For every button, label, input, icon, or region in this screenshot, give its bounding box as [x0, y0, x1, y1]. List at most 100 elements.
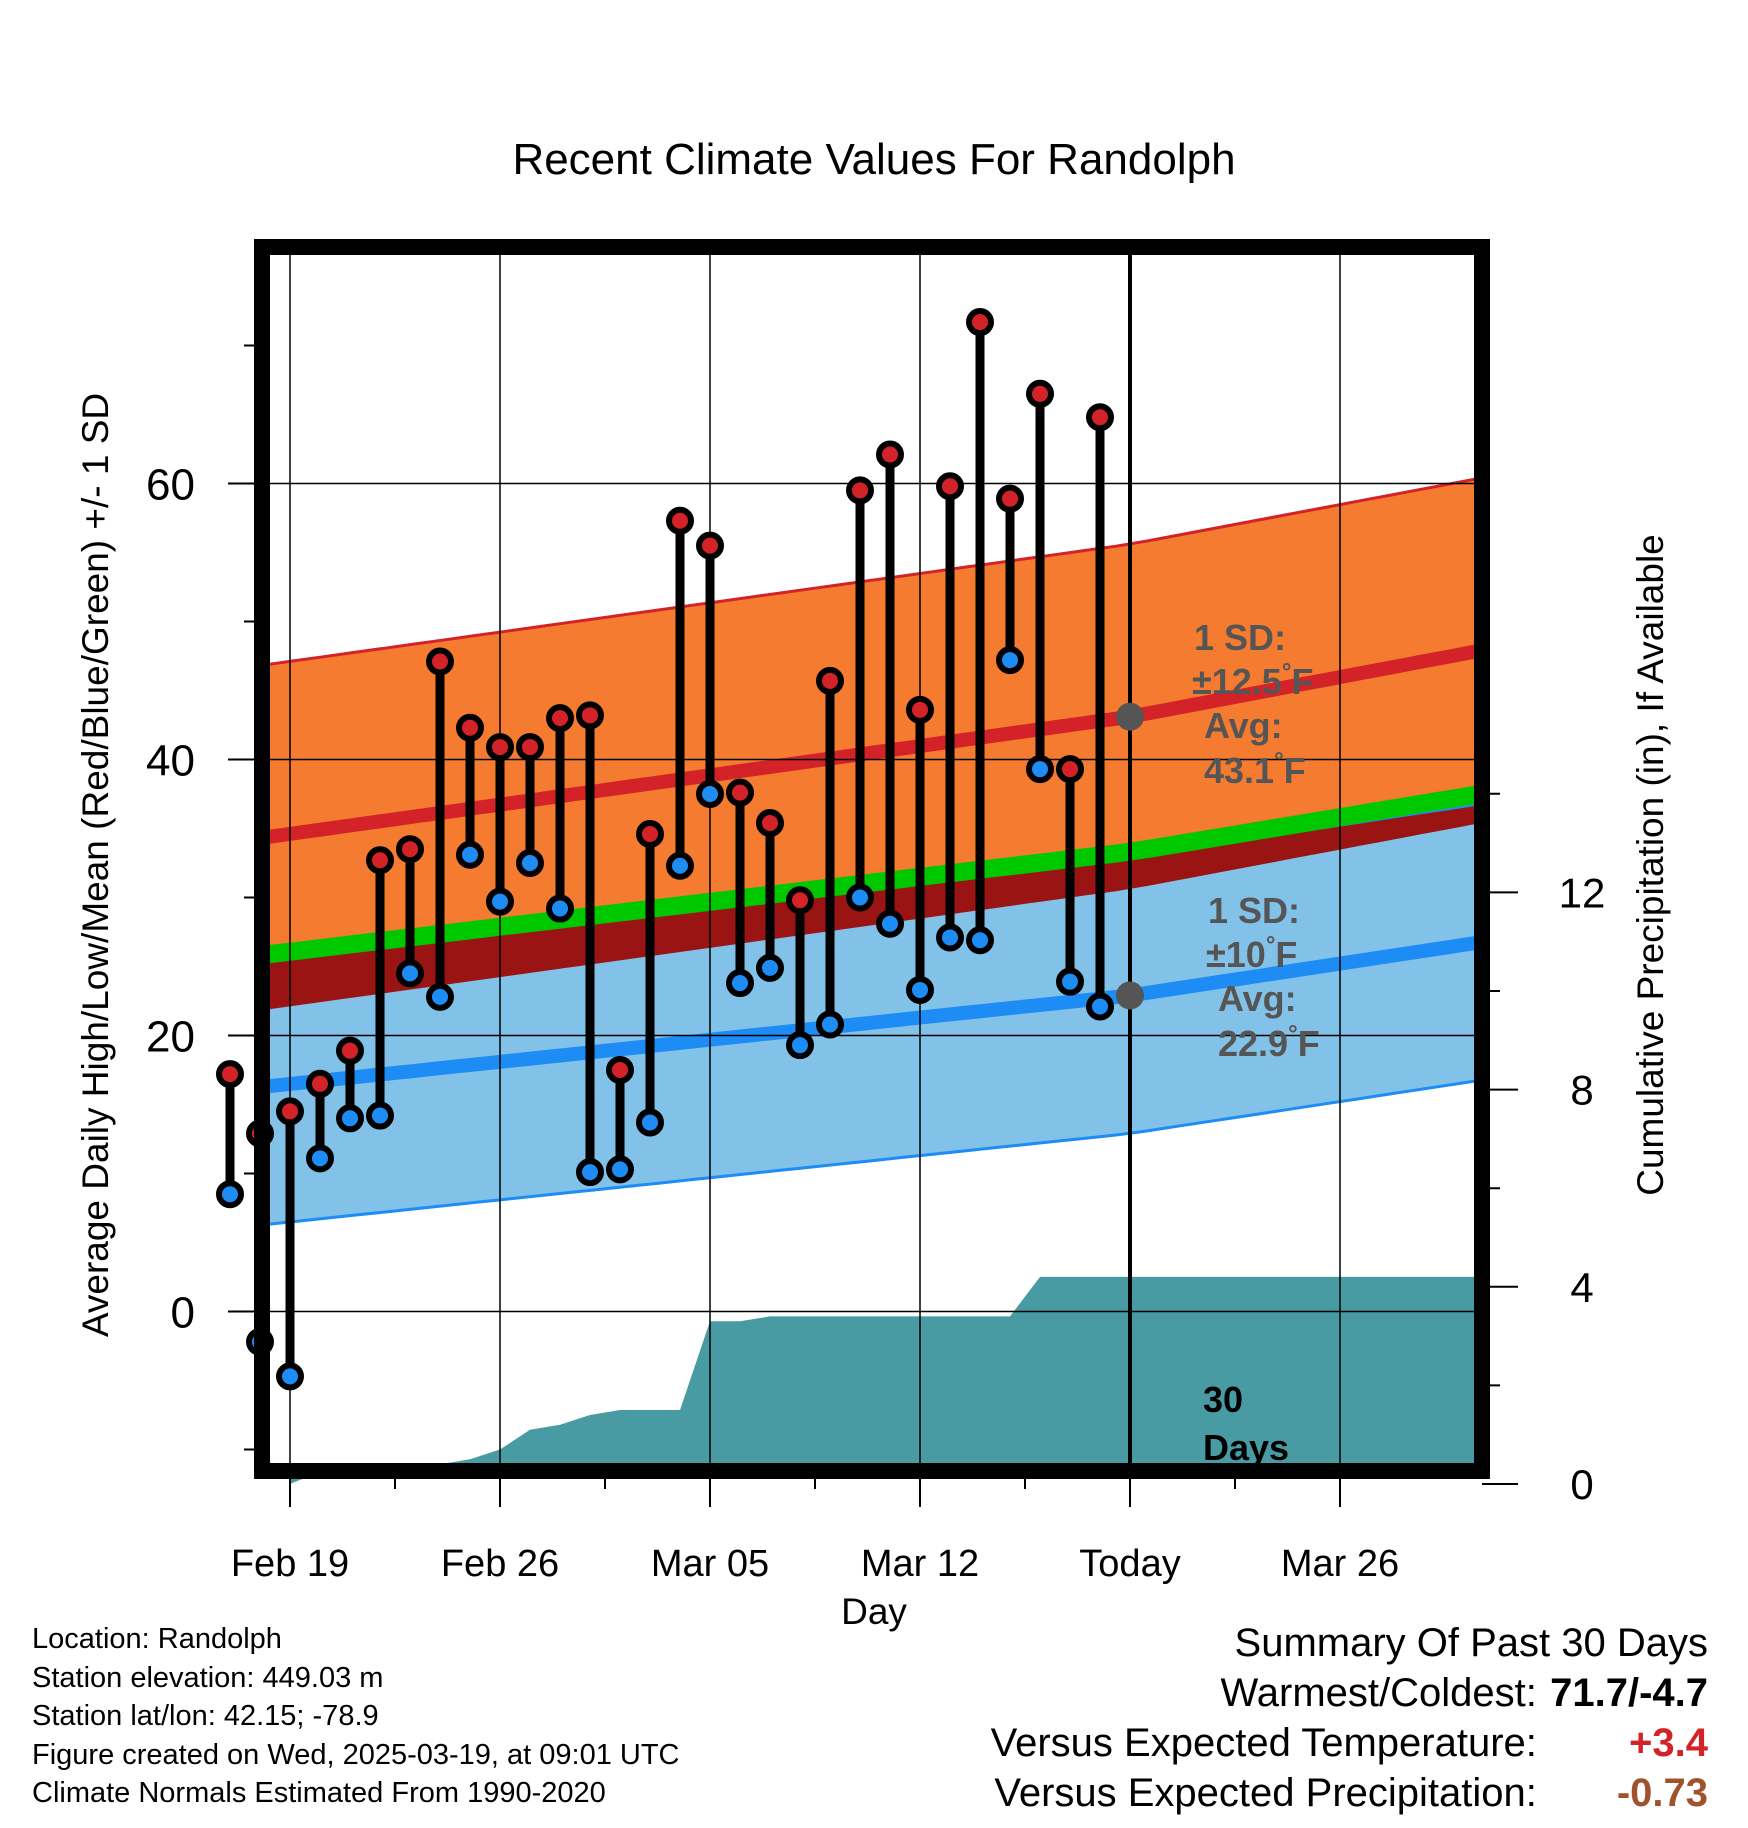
summary-precip-label: Versus Expected Precipitation: [994, 1771, 1537, 1815]
chart-title: Recent Climate Values For Randolph [512, 135, 1235, 184]
y-tick-label: 0 [171, 1289, 195, 1338]
high-point [1086, 403, 1114, 432]
high-point [1056, 755, 1084, 784]
x-tick-label: Today [1079, 1543, 1180, 1585]
low-point [546, 894, 574, 923]
summary-warm-cold-value: 71.7/-4.7 [1550, 1671, 1708, 1715]
annotation-avg-label: Avg: [1218, 978, 1297, 1019]
daily-high-low-bars [216, 308, 1114, 1391]
high-point [906, 695, 934, 724]
high-point [486, 733, 514, 762]
today-normal-dot [1116, 981, 1144, 1010]
plot-frame [254, 239, 1490, 1479]
summary-warm-cold-row: Warmest/Coldest: 71.7/-4.7 [991, 1668, 1709, 1718]
high-point [306, 1069, 334, 1098]
annotation-sd-label: 1 SD: [1208, 890, 1300, 931]
mean-normal-line [260, 784, 1484, 964]
low-point [666, 851, 694, 880]
summary-temp-label: Versus Expected Temperature: [990, 1721, 1537, 1765]
high-point [216, 1060, 244, 1089]
low-point [906, 975, 934, 1004]
climate-normals-period: Climate Normals Estimated From 1990-2020 [32, 1777, 606, 1809]
high-point [876, 440, 904, 469]
y2-tick-label: 12 [1559, 869, 1606, 916]
today-marker: 30 Days [1128, 247, 1289, 1471]
low-point [1086, 992, 1114, 1021]
summary-warm-cold-label: Warmest/Coldest: [1220, 1671, 1537, 1715]
low-point [696, 780, 724, 808]
low-lower-sd-line [261, 1078, 1483, 1227]
precip-area [290, 1276, 1482, 1484]
summary-temp-value: +3.4 [1629, 1721, 1708, 1765]
low-point [876, 909, 904, 938]
overlap-band [262, 804, 1482, 1011]
high-point [636, 820, 664, 849]
high-point [456, 713, 484, 742]
high-point [576, 701, 604, 730]
low-point [966, 926, 994, 955]
high-point [1026, 379, 1054, 408]
annotation-sd-label: 1 SD: [1194, 617, 1286, 658]
high-upper-sd-line [261, 476, 1483, 667]
low-point [366, 1101, 394, 1130]
annotation-sd-value: ±12.5°F [1192, 659, 1313, 702]
low-point [1056, 967, 1084, 996]
high-point [696, 531, 724, 560]
high-point [996, 484, 1024, 513]
high-point [516, 733, 544, 762]
station-latlon: Station lat/lon: 42.15; -78.9 [32, 1700, 379, 1732]
low-point [306, 1144, 334, 1173]
high-point [606, 1056, 634, 1084]
low-point [396, 959, 424, 988]
y2-tick-label: 0 [1570, 1461, 1593, 1508]
y2-tick-label: 8 [1570, 1067, 1593, 1114]
high-point [816, 666, 844, 695]
high-normal-line [261, 643, 1484, 845]
summary-panel: Summary Of Past 30 Days Warmest/Coldest:… [991, 1618, 1708, 1818]
high-point [546, 704, 574, 733]
summary-precip-row: Versus Expected Precipitation: -0.73 [991, 1768, 1708, 1818]
x-tick-label: Mar 12 [861, 1543, 979, 1585]
low-point [726, 969, 754, 998]
high-point [936, 472, 964, 501]
low-point [336, 1104, 364, 1133]
high-point [846, 476, 874, 505]
annotation-avg-value: 22.9°F [1218, 1021, 1320, 1064]
x-tick-label: Feb 26 [441, 1543, 559, 1585]
high-point [336, 1036, 364, 1065]
high-point [396, 835, 424, 864]
low-sd-band [262, 804, 1482, 1225]
low-point [846, 883, 874, 912]
high-point [786, 886, 814, 915]
summary-title: Summary Of Past 30 Days [1234, 1621, 1708, 1665]
x-tick-label: Mar 05 [651, 1543, 769, 1585]
axes: 0 20 40 60 0 4 8 12 Feb 19 Feb 26 Mar 05 Mar 12 Toda… [146, 344, 1606, 1585]
low-point [276, 1362, 304, 1391]
annotation-sd-value: ±10°F [1206, 932, 1297, 975]
low-point [636, 1108, 664, 1137]
x-tick-label: Mar 26 [1281, 1543, 1399, 1585]
y-tick-label: 40 [146, 737, 195, 786]
summary-temp-row: Versus Expected Temperature: +3.4 [991, 1718, 1708, 1768]
annotation-avg-value: 43.1°F [1204, 748, 1306, 791]
y-tick-label: 60 [146, 461, 195, 510]
high-point [426, 647, 454, 676]
station-elevation: Station elevation: 449.03 m [32, 1661, 384, 1694]
annotation-avg-label: Avg: [1204, 705, 1283, 746]
low-point [216, 1180, 244, 1209]
low-point [816, 1010, 844, 1039]
high-point [756, 808, 784, 837]
y-axis-label: Average Daily High/Low/Mean (Red/Blue/Gr… [75, 393, 116, 1337]
figure-created: Figure created on Wed, 2025-03-19, at 09… [32, 1738, 680, 1771]
today-normal-dot [1116, 702, 1144, 731]
today-marker-label-2: Days [1203, 1427, 1289, 1468]
station-location: Location: Randolph [32, 1623, 282, 1655]
high-point [726, 778, 754, 807]
low-point [756, 953, 784, 982]
low-point [426, 982, 454, 1011]
high-point [366, 846, 394, 875]
low-point [786, 1031, 814, 1060]
